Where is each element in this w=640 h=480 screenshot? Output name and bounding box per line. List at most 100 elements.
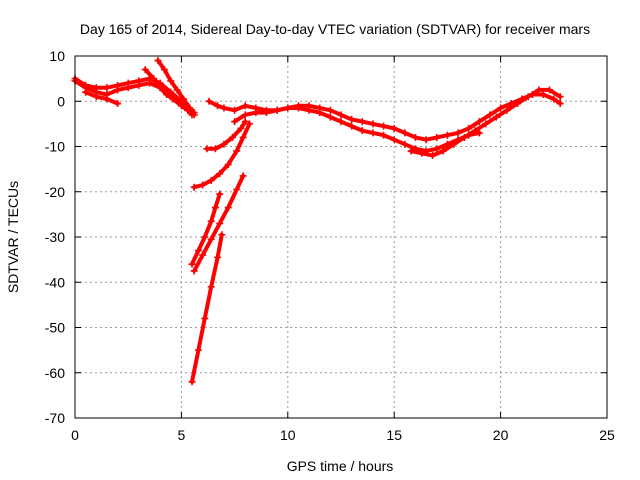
- data-point: [556, 93, 564, 101]
- data-point: [214, 253, 222, 261]
- x-tick-label: 15: [386, 427, 402, 443]
- data-point: [380, 122, 388, 130]
- data-point: [454, 129, 462, 137]
- series-group: [82, 88, 122, 108]
- y-tick-label: -20: [45, 184, 65, 200]
- data-point: [535, 86, 543, 94]
- data-point: [422, 136, 430, 144]
- data-point: [380, 131, 388, 139]
- data-point: [160, 66, 168, 74]
- data-point: [407, 147, 415, 155]
- data-point: [337, 111, 345, 119]
- grid: [75, 56, 607, 418]
- data-point: [201, 233, 209, 241]
- data-point: [439, 147, 447, 155]
- data-point: [207, 217, 215, 225]
- data-point: [546, 86, 554, 94]
- data-point: [241, 118, 249, 126]
- data-point: [316, 109, 324, 117]
- ticks: 0 5 10 15 20 25 -70 -60 -50 -40 -30 -20 -10 0 10: [45, 48, 615, 443]
- y-tick-label: -40: [45, 274, 65, 290]
- data-point: [390, 124, 398, 132]
- data-point: [358, 118, 366, 126]
- data-point: [194, 346, 202, 354]
- data-point: [433, 133, 441, 141]
- data-point: [337, 118, 345, 126]
- data-point: [201, 314, 209, 322]
- data-point: [82, 81, 90, 89]
- data-point: [492, 113, 500, 121]
- data-point: [556, 100, 564, 108]
- data-point: [203, 145, 211, 153]
- data-point: [433, 145, 441, 153]
- y-tick-label: -60: [45, 365, 65, 381]
- data-point: [497, 104, 505, 112]
- data-point: [237, 124, 245, 132]
- series-group: [190, 120, 253, 191]
- data-point: [429, 152, 437, 160]
- data-point: [233, 147, 241, 155]
- data-point: [348, 115, 356, 123]
- data-point: [450, 140, 458, 148]
- data-point: [224, 204, 232, 212]
- data-point: [211, 204, 219, 212]
- data-point: [401, 129, 409, 137]
- data-point: [326, 113, 334, 121]
- data-point: [245, 120, 253, 128]
- data-point: [177, 102, 185, 110]
- data-point: [169, 95, 177, 103]
- data-point: [524, 93, 532, 101]
- data-point: [482, 120, 490, 128]
- data-point: [241, 111, 249, 119]
- data-point: [231, 106, 239, 114]
- data-point: [156, 84, 164, 92]
- x-axis-label: GPS time / hours: [287, 458, 394, 474]
- data-point: [190, 183, 198, 191]
- data-point: [348, 122, 356, 130]
- y-tick-label: -50: [45, 320, 65, 336]
- data-point: [514, 100, 522, 108]
- data-point: [305, 106, 313, 114]
- data-point: [114, 81, 122, 89]
- series-group: [154, 57, 198, 117]
- y-axis-label: SDTVAR / TECUs: [5, 181, 21, 293]
- data-point: [443, 131, 451, 139]
- data-point: [92, 93, 100, 101]
- data-point: [239, 133, 247, 141]
- y-tick-label: -30: [45, 229, 65, 245]
- data-point: [369, 129, 377, 137]
- data-point: [216, 219, 224, 227]
- x-tick-label: 10: [280, 427, 296, 443]
- data-point: [465, 124, 473, 132]
- series-group: [190, 172, 247, 275]
- data-point: [273, 106, 281, 114]
- data-point: [154, 57, 162, 65]
- data-point: [124, 79, 132, 87]
- x-tick-label: 0: [71, 427, 79, 443]
- data-point: [207, 235, 215, 243]
- data-point: [460, 133, 468, 141]
- data-point: [135, 77, 143, 85]
- data-point: [150, 75, 158, 83]
- data-point: [180, 95, 188, 103]
- data-point: [92, 84, 100, 92]
- data-point: [486, 111, 494, 119]
- series-group: [203, 118, 249, 153]
- data-point: [220, 104, 228, 112]
- series-group: [188, 190, 224, 268]
- data-point: [475, 129, 483, 137]
- series-group: [188, 231, 226, 386]
- data-point: [216, 190, 224, 198]
- data-point: [369, 120, 377, 128]
- data-point: [503, 106, 511, 114]
- data-point: [211, 145, 219, 153]
- data-point: [207, 176, 215, 184]
- data-point: [411, 133, 419, 141]
- data-point: [103, 84, 111, 92]
- x-tick-label: 5: [178, 427, 186, 443]
- data-point: [263, 109, 271, 117]
- data-point: [252, 109, 260, 117]
- data-point: [163, 90, 171, 98]
- data-point: [228, 133, 236, 141]
- y-tick-label: -70: [45, 410, 65, 426]
